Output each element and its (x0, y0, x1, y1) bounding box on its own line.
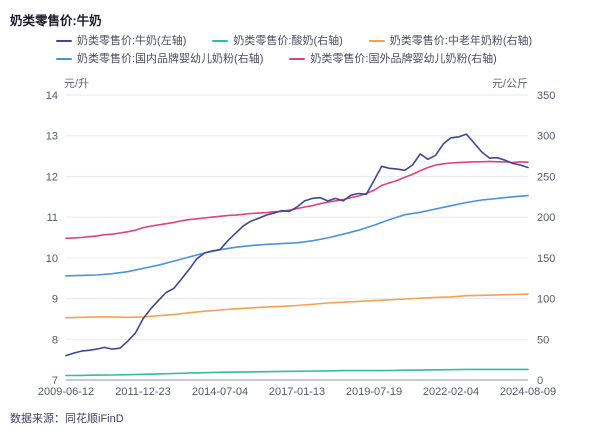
left-axis-tick: 8 (52, 334, 58, 346)
left-axis-tick: 14 (46, 90, 58, 102)
legend-item-4[interactable]: 奶类零售价:国外品牌婴幼儿奶粉(右轴) (289, 50, 497, 68)
series-line-4[interactable] (65, 160, 529, 240)
right-axis-unit: 元/公斤 (491, 78, 528, 90)
legend-line-marker-icon (56, 39, 72, 43)
right-axis-tick: 0 (537, 375, 543, 387)
right-axis-tick: 300 (537, 131, 555, 143)
legend-line-marker-icon (368, 39, 385, 43)
legend-line-marker-icon (289, 57, 306, 61)
legend-label: 奶类零售价:酸奶(右轴) (233, 35, 343, 47)
x-axis-label: 2024-08-09 (500, 386, 556, 398)
x-axis-label: 2017-01-13 (269, 386, 325, 398)
right-axis-tick: 350 (537, 90, 555, 102)
series-line-3[interactable] (65, 194, 529, 277)
left-axis-tick: 13 (46, 131, 58, 143)
x-axis-label: 2009-06-12 (38, 386, 94, 398)
series-line-0[interactable] (65, 133, 529, 357)
chart-title: 奶类零售价:牛奶 (10, 14, 102, 28)
right-axis-tick: 150 (537, 253, 555, 265)
legend-label: 奶类零售价:国内品牌婴幼儿奶粉(右轴) (77, 53, 264, 65)
right-axis-tick: 100 (537, 294, 555, 306)
left-axis-tick: 7 (52, 375, 58, 387)
legend-item-1[interactable]: 奶类零售价:酸奶(右轴) (212, 32, 343, 50)
left-axis-tick: 9 (52, 294, 58, 306)
x-axis-label: 2019-07-19 (346, 386, 402, 398)
legend-item-2[interactable]: 奶类零售价:中老年奶粉(右轴) (368, 32, 533, 50)
legend-row-2: 奶类零售价:国内品牌婴幼儿奶粉(右轴) 奶类零售价:国外品牌婴幼儿奶粉(右轴) (56, 50, 576, 68)
legend-label: 奶类零售价:国外品牌婴幼儿奶粉(右轴) (310, 53, 497, 65)
series-line-2[interactable] (65, 293, 529, 319)
legend-line-marker-icon (56, 57, 72, 61)
left-axis-tick: 11 (47, 212, 58, 224)
x-axis-label: 2022-02-04 (423, 386, 479, 398)
left-axis-tick: 12 (46, 171, 58, 183)
x-axis-label: 2011-12-23 (115, 386, 170, 398)
right-axis-tick: 200 (537, 212, 555, 224)
legend-item-3[interactable]: 奶类零售价:国内品牌婴幼儿奶粉(右轴) (56, 50, 263, 68)
right-axis-tick: 250 (537, 171, 555, 183)
data-source-note: 数据来源：同花顺iFinD (10, 413, 124, 425)
legend-row-1: 奶类零售价:牛奶(左轴) 奶类零售价:酸奶(右轴) 奶类零售价:中老年奶粉(右轴) (56, 32, 576, 50)
x-axis-label: 2014-07-04 (192, 386, 248, 398)
legend-label: 奶类零售价:中老年奶粉(右轴) (389, 35, 533, 47)
right-axis-tick: 50 (537, 334, 549, 346)
legend-line-marker-icon (212, 39, 229, 43)
legend: 奶类零售价:牛奶(左轴) 奶类零售价:酸奶(右轴) 奶类零售价:中老年奶粉(右轴) 奶… (56, 32, 576, 68)
series-line-1[interactable] (65, 368, 529, 377)
legend-label: 奶类零售价:牛奶(左轴) (77, 35, 187, 47)
left-axis-tick: 10 (46, 253, 58, 265)
left-axis-unit: 元/升 (64, 78, 90, 90)
legend-item-0[interactable]: 奶类零售价:牛奶(左轴) (56, 32, 186, 50)
